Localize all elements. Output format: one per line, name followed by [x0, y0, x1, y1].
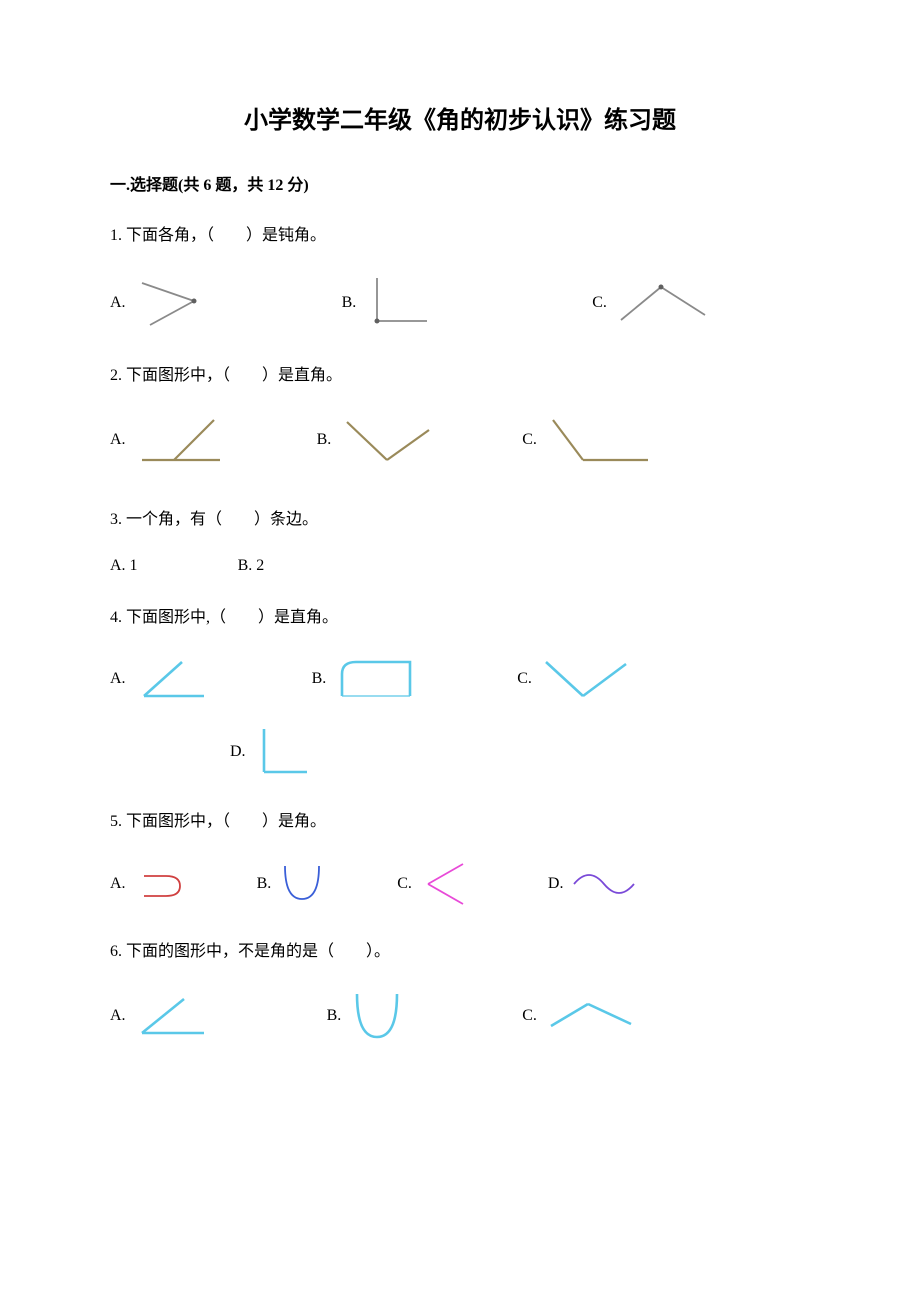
question-1-options: A. B. C.: [110, 273, 810, 333]
question-4-options-row1: A. B. C.: [110, 654, 810, 704]
q4-option-b: B.: [312, 654, 418, 704]
q3-option-a: A. 1: [110, 557, 138, 575]
q4-c-label: C.: [517, 670, 532, 688]
q4-option-c: C.: [517, 654, 633, 704]
q4-d-figure: [252, 724, 312, 779]
q1-c-figure: [613, 275, 713, 330]
q1-b-figure: [362, 273, 432, 333]
q5-a-label: A.: [110, 875, 126, 893]
question-4-text: 4. 下面图形中,（ ）是直角。: [110, 605, 810, 631]
q4-a-label: A.: [110, 670, 126, 688]
q5-option-b: B.: [257, 861, 328, 906]
question-2-options: A. B. C.: [110, 412, 810, 467]
q5-option-d: D.: [548, 864, 640, 904]
q6-c-figure: [543, 996, 638, 1036]
question-5-options: A. B. C. D.: [110, 859, 810, 909]
q2-option-a: A.: [110, 412, 227, 467]
question-3-text: 3. 一个角，有（ ）条边。: [110, 507, 810, 533]
q1-option-a: A.: [110, 273, 212, 333]
q4-option-d: D.: [230, 724, 312, 779]
q5-b-figure: [277, 861, 327, 906]
q4-b-figure: [332, 654, 417, 704]
question-3-options: A. 1 B. 2: [110, 557, 810, 575]
q6-b-label: B.: [327, 1007, 342, 1025]
q5-d-label: D.: [548, 875, 564, 893]
q2-c-label: C.: [522, 431, 537, 449]
q1-b-label: B.: [342, 294, 357, 312]
q6-option-b: B.: [327, 989, 408, 1044]
q1-a-label: A.: [110, 294, 126, 312]
q1-option-b: B.: [342, 273, 433, 333]
q5-c-label: C.: [397, 875, 412, 893]
q4-option-a: A.: [110, 654, 212, 704]
q5-d-figure: [569, 864, 639, 904]
q3-a-label: A. 1: [110, 557, 138, 575]
q5-b-label: B.: [257, 875, 272, 893]
q4-d-label: D.: [230, 743, 246, 761]
q1-c-label: C.: [592, 294, 607, 312]
question-6-text: 6. 下面的图形中，不是角的是（ ）。: [110, 939, 810, 965]
q4-c-figure: [538, 654, 633, 704]
q6-c-label: C.: [522, 1007, 537, 1025]
q6-a-figure: [132, 991, 212, 1041]
q2-a-label: A.: [110, 431, 126, 449]
question-1-text: 1. 下面各角，（ ）是钝角。: [110, 223, 810, 249]
q5-option-c: C.: [397, 859, 473, 909]
q5-c-figure: [418, 859, 473, 909]
q2-b-label: B.: [317, 431, 332, 449]
q6-b-figure: [347, 989, 407, 1044]
q2-option-c: C.: [522, 412, 653, 467]
section-heading: 一.选择题(共 6 题，共 12 分): [110, 171, 810, 195]
q4-b-label: B.: [312, 670, 327, 688]
q6-option-a: A.: [110, 991, 212, 1041]
q6-option-c: C.: [522, 996, 638, 1036]
question-5-text: 5. 下面图形中，（ ）是角。: [110, 809, 810, 835]
q3-b-label: B. 2: [238, 557, 265, 575]
question-4-options-row2: D.: [110, 724, 810, 779]
q2-option-b: B.: [317, 412, 438, 467]
q1-a-figure: [132, 273, 212, 333]
q1-option-c: C.: [592, 275, 713, 330]
q5-a-figure: [132, 864, 187, 904]
q6-a-label: A.: [110, 1007, 126, 1025]
q4-a-figure: [132, 654, 212, 704]
q5-option-a: A.: [110, 864, 187, 904]
q2-b-figure: [337, 412, 437, 467]
q2-c-figure: [543, 412, 653, 467]
q3-option-b: B. 2: [238, 557, 265, 575]
question-2-text: 2. 下面图形中，（ ）是直角。: [110, 363, 810, 389]
page-title: 小学数学二年级《角的初步认识》练习题: [110, 100, 810, 135]
question-6-options: A. B. C.: [110, 989, 810, 1044]
q2-a-figure: [132, 412, 227, 467]
